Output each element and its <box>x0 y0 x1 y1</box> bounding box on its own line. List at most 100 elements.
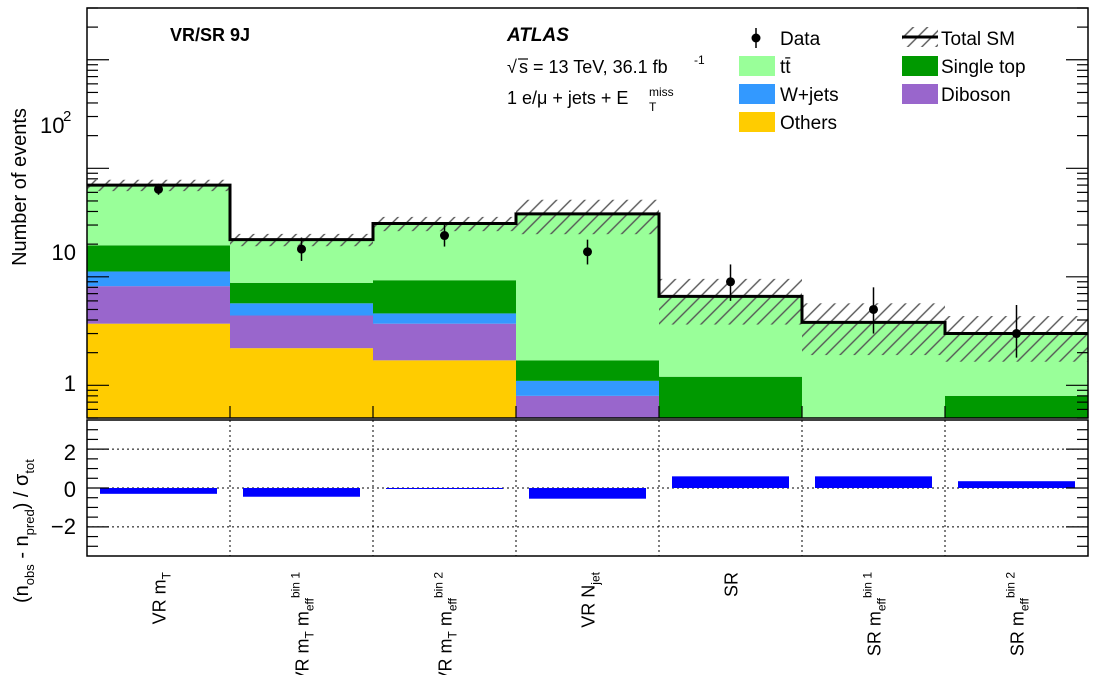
region-label: VR/SR 9J <box>170 25 250 45</box>
y-tick-label-10: 10 <box>52 240 76 265</box>
ratio-bar-0 <box>100 488 217 494</box>
data-point-2 <box>440 231 449 241</box>
stack-bar-others-1 <box>230 348 374 418</box>
legend-entry-ttbar: tt̄ <box>739 56 791 78</box>
x-category-labels: VR mT VR mT meffbin 1 VR mT meffbin 2 VR Nj… <box>150 571 1032 680</box>
legend-entry-diboson: Diboson <box>902 84 1011 106</box>
ratio-bar-3 <box>529 488 646 499</box>
ratio-bar-4 <box>672 476 789 488</box>
ratio-bars-layer <box>100 476 1075 499</box>
data-point-1 <box>297 244 306 254</box>
legend-entry-data: Data <box>751 28 821 50</box>
stack-bar-others-2 <box>373 360 517 418</box>
legend-ttbar-swatch <box>739 56 775 76</box>
x-category-text-3: VR Njet <box>579 571 603 627</box>
x-category-text-4: SR <box>722 572 742 597</box>
ratio-y-tick-minus2: −2 <box>51 514 76 539</box>
legend-data-marker <box>751 33 761 43</box>
x-category-text-1: VR mT meffbin 1 <box>289 572 317 675</box>
stack-bar-singletop-6 <box>945 395 1089 418</box>
x-category-label-6: SR meffbin 2 <box>1004 572 1032 656</box>
legend-wjets-label: W+jets <box>780 85 839 106</box>
x-category-label-2: VR mT meffbin 2 <box>432 572 460 680</box>
stack-bar-singletop-2 <box>373 280 517 314</box>
y-tick-100-base: 10 <box>40 113 64 138</box>
stack-bar-diboson-0 <box>87 286 231 324</box>
energy-text: s = 13 TeV, 36.1 fb <box>519 57 668 77</box>
y-tick-label-1: 1 <box>64 371 76 396</box>
ratio-bar-2 <box>386 488 503 489</box>
experiment-label: ATLAS <box>506 25 569 46</box>
ratio-y-axis-label: (nobs - npred) / σtot <box>11 459 37 603</box>
uncertainty-band-3 <box>516 199 659 235</box>
x-category-label-0: VR mT <box>150 571 174 624</box>
energy-sup: -1 <box>694 53 705 67</box>
y-tick-label-100: 10 2 <box>40 108 71 138</box>
y-axis-label: Number of events <box>9 108 31 266</box>
selection-sup: miss <box>649 85 674 99</box>
stack-bar-wjets-2 <box>373 313 517 324</box>
stack-bar-diboson-2 <box>373 323 517 361</box>
main-frame <box>86 7 1089 419</box>
y-tick-100-exp: 2 <box>63 108 71 125</box>
x-category-label-4: SR <box>722 572 742 597</box>
data-point-6 <box>1012 329 1021 339</box>
stack-bar-wjets-1 <box>230 303 374 316</box>
ratio-bar-6 <box>958 481 1075 488</box>
ratio-bar-1 <box>243 488 360 497</box>
legend-entry-others: Others <box>739 112 837 134</box>
data-point-5 <box>869 304 878 314</box>
legend-wjets-swatch <box>739 84 775 104</box>
stack-bar-singletop-1 <box>230 282 374 304</box>
legend-total-sm-label: Total SM <box>941 29 1015 50</box>
data-point-0 <box>154 184 163 194</box>
x-category-text-5: SR meffbin 1 <box>861 572 889 656</box>
legend-diboson-swatch <box>902 84 938 104</box>
legend-ttbar-label: tt̄ <box>780 57 791 78</box>
legend: Data Total SM tt̄ Single top W+jets <box>739 27 1026 134</box>
legend-entry-total-sm: Total SM <box>902 27 1015 50</box>
data-point-3 <box>583 247 592 257</box>
main-ticks-layer <box>87 7 1088 419</box>
x-category-label-1: VR mT meffbin 1 <box>289 572 317 680</box>
stack-bar-singletop-4 <box>659 376 803 418</box>
x-category-text-0: VR mT <box>150 571 174 624</box>
stack-bar-tt-0 <box>87 184 231 246</box>
ratio-y-tick-2: 2 <box>64 440 76 465</box>
x-category-label-5: SR meffbin 1 <box>861 572 889 656</box>
stack-bar-tt-3 <box>516 213 660 361</box>
ratio-y-tick-0: 0 <box>64 477 76 502</box>
legend-others-swatch <box>739 112 775 132</box>
ratio-bar-5 <box>815 476 932 488</box>
selection-text: 1 e/μ + jets + E <box>507 88 628 108</box>
data-points-layer <box>154 183 1021 358</box>
stack-bar-diboson-1 <box>230 315 374 349</box>
legend-data-label: Data <box>780 29 821 50</box>
selection-label: 1 e/μ + jets + E miss T <box>507 85 674 114</box>
data-point-4 <box>726 277 735 287</box>
ratio-ticks-layer <box>87 429 1088 547</box>
legend-entry-single-top: Single top <box>902 56 1026 78</box>
legend-entry-wjets: W+jets <box>739 84 839 106</box>
main-panel: 10 2 10 1 Number of events VR/SR 9J ATLA… <box>9 7 1089 419</box>
legend-single-top-swatch <box>902 56 938 76</box>
x-category-label-3: VR Njet <box>579 571 603 627</box>
energy-label: √ s = 13 TeV, 36.1 fb -1 <box>507 53 705 77</box>
total-sm-line <box>87 183 1088 336</box>
selection-sub: T <box>649 100 657 114</box>
stack-bar-singletop-3 <box>516 360 660 381</box>
stack-bar-singletop-0 <box>87 245 231 272</box>
ratio-panel: 2 0 −2 (nobs - npred) / σtot <box>11 419 1089 603</box>
x-category-text-6: SR meffbin 2 <box>1004 572 1032 656</box>
ratio-ylabel-text: (nobs - npred) / σtot <box>11 459 37 603</box>
legend-diboson-label: Diboson <box>941 85 1011 106</box>
legend-others-label: Others <box>780 113 837 134</box>
legend-single-top-label: Single top <box>941 57 1026 78</box>
stack-bar-wjets-3 <box>516 380 660 396</box>
total-sm-layer <box>87 183 1088 336</box>
stack-bar-diboson-3 <box>516 395 660 418</box>
sqrt-symbol: √ <box>507 57 517 77</box>
stack-bar-others-0 <box>87 323 231 418</box>
x-category-text-2: VR mT meffbin 2 <box>432 572 460 675</box>
